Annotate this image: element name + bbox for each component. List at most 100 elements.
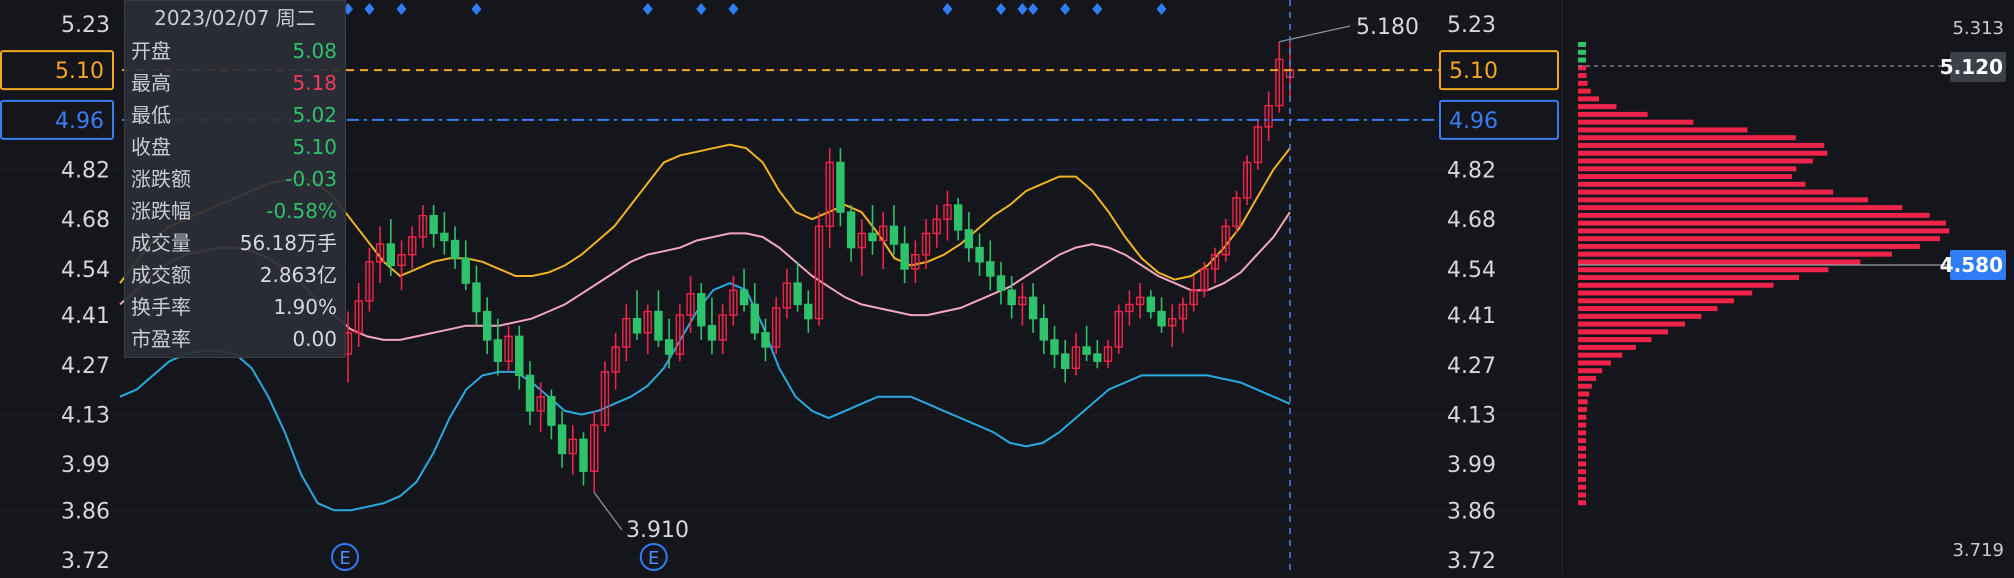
tooltip-value: 5.08 <box>292 39 337 63</box>
candle-body <box>686 293 695 316</box>
profile-poc-box <box>1950 250 2006 280</box>
profile-current-label: 5.120 <box>1940 55 2003 79</box>
candle-body <box>482 310 492 341</box>
price-box-label: 5.10 <box>55 59 104 84</box>
event-diamond <box>396 3 407 15</box>
low-leader <box>593 492 623 531</box>
candle-body <box>975 246 984 263</box>
profile-bar <box>1578 205 1903 211</box>
profile-current-box <box>1950 52 2006 82</box>
profile-bar <box>1578 57 1587 63</box>
candle-body <box>600 371 610 426</box>
candles <box>343 41 1295 493</box>
price-box <box>1439 99 1559 140</box>
tooltip-row: 最低 5.02 <box>125 99 345 131</box>
profile-bar <box>1578 469 1587 475</box>
y-tick-label: 4.41 <box>61 304 110 329</box>
candle-body <box>729 289 738 316</box>
candle-body <box>450 239 460 259</box>
candle-body <box>707 325 717 341</box>
candle-body <box>515 335 524 377</box>
event-diamond <box>1017 3 1028 15</box>
candle-body <box>1114 310 1123 348</box>
profile-bar <box>1578 352 1623 358</box>
profile-bar <box>1578 453 1587 459</box>
candle-body <box>643 310 652 334</box>
candle-body <box>804 303 813 320</box>
profile-bar <box>1578 73 1587 79</box>
candle-body <box>1018 296 1027 306</box>
candle-body <box>1178 303 1188 320</box>
tooltip-value: -0.03 <box>285 167 337 191</box>
profile-bar <box>1578 65 1587 71</box>
profile-bar <box>1578 220 1946 226</box>
y-tick-label: 4.13 <box>1447 403 1496 428</box>
profile-bar <box>1578 174 1793 180</box>
candle-body <box>654 310 663 341</box>
profile-bar <box>1578 321 1685 327</box>
low-label: 3.910 <box>626 518 689 543</box>
candle-body <box>1168 317 1177 327</box>
candle-body <box>568 438 577 455</box>
y-tick-label: 3.86 <box>1447 499 1496 524</box>
candle-body <box>675 314 685 355</box>
candle-body <box>986 261 995 277</box>
profile-bar <box>1578 344 1636 350</box>
candle-body <box>611 346 620 373</box>
event-diamond <box>728 3 739 15</box>
y-tick-label: 4.82 <box>61 159 110 184</box>
profile-bar <box>1578 484 1586 490</box>
profile-bar <box>1578 329 1669 335</box>
candle-body <box>814 225 824 320</box>
tooltip-row: 收盘 5.10 <box>125 131 345 163</box>
profile-bar <box>1578 430 1587 436</box>
candle-body <box>590 424 599 472</box>
candle-body <box>429 214 438 235</box>
profile-bar <box>1578 135 1796 141</box>
y-tick-label: 4.82 <box>1447 159 1496 184</box>
candle-body <box>504 335 513 362</box>
y-tick-label: 4.13 <box>61 403 110 428</box>
tooltip-value: 5.10 <box>292 135 337 159</box>
y-tick-label: 3.72 <box>1447 549 1496 574</box>
candle-body <box>932 218 941 235</box>
tooltip-key: 涨跌幅 <box>131 199 191 223</box>
candle-body <box>536 396 545 412</box>
candle-body <box>1071 346 1081 370</box>
profile-bar <box>1578 158 1813 164</box>
candle-body <box>996 275 1006 291</box>
candle-body <box>953 204 963 231</box>
y-tick-label: 3.72 <box>61 549 110 574</box>
y-tick-label: 4.27 <box>61 354 110 379</box>
earnings-circle <box>331 543 359 571</box>
profile-poc-label: 4.580 <box>1940 253 2003 277</box>
ohlc-tooltip: 2023/02/07 周二 开盘 5.08 最高 5.18 最低 5.02 收盘 5.10 涨跌… <box>124 0 346 358</box>
tooltip-value: 5.02 <box>292 103 337 127</box>
candle-body <box>964 229 974 249</box>
y-tick-label: 3.99 <box>61 453 110 478</box>
profile-bar <box>1578 306 1718 312</box>
candle-body <box>1264 104 1273 128</box>
profile-bar <box>1578 275 1799 280</box>
price-box <box>0 50 114 91</box>
candle-body <box>547 396 556 426</box>
y-tick-label: 3.99 <box>1447 453 1496 478</box>
earnings-marker: E <box>639 543 668 571</box>
tooltip-rows: 开盘 5.08 最高 5.18 最低 5.02 收盘 5.10 涨跌额 -0.03 涨跌幅 -0.58… <box>125 35 345 355</box>
candle-body <box>397 254 406 267</box>
event-diamond <box>364 3 375 15</box>
candle-body <box>632 317 642 334</box>
candle-body <box>664 339 674 355</box>
profile-bar <box>1578 251 1892 257</box>
tooltip-row: 涨跌额 -0.03 <box>125 163 345 195</box>
profile-bar <box>1578 119 1694 125</box>
profile-bar <box>1578 243 1920 249</box>
tooltip-key: 成交额 <box>131 263 191 287</box>
candle-body <box>900 243 909 270</box>
profile-bar <box>1578 399 1588 405</box>
candle-body <box>1210 254 1220 270</box>
earnings-marker: E <box>331 543 359 571</box>
